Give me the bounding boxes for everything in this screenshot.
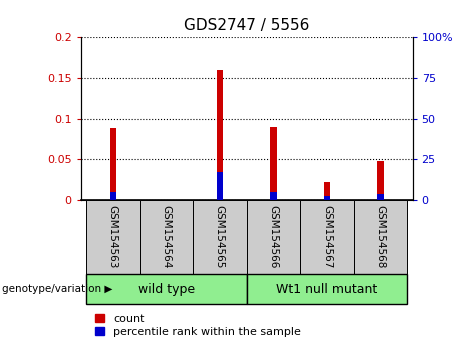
Bar bbox=[377, 161, 384, 200]
Title: GDS2747 / 5556: GDS2747 / 5556 bbox=[184, 18, 309, 33]
Text: wild type: wild type bbox=[138, 283, 195, 296]
Bar bbox=[377, 194, 384, 200]
Bar bbox=[324, 196, 330, 200]
Bar bbox=[324, 182, 330, 200]
Text: GSM154565: GSM154565 bbox=[215, 205, 225, 269]
Legend: count, percentile rank within the sample: count, percentile rank within the sample bbox=[95, 314, 301, 337]
Text: GSM154567: GSM154567 bbox=[322, 205, 332, 269]
Text: GSM154568: GSM154568 bbox=[375, 205, 385, 269]
Bar bbox=[140, 200, 193, 274]
Bar bbox=[247, 200, 300, 274]
Bar bbox=[86, 274, 247, 304]
Bar bbox=[217, 172, 223, 200]
Bar bbox=[270, 192, 277, 200]
Bar bbox=[86, 200, 140, 274]
Bar bbox=[247, 274, 407, 304]
Text: Wt1 null mutant: Wt1 null mutant bbox=[276, 283, 378, 296]
Bar bbox=[110, 129, 116, 200]
Bar bbox=[110, 192, 116, 200]
Text: GSM154564: GSM154564 bbox=[161, 205, 171, 269]
Bar bbox=[270, 127, 277, 200]
Text: GSM154563: GSM154563 bbox=[108, 205, 118, 269]
Text: GSM154566: GSM154566 bbox=[268, 205, 278, 269]
Bar bbox=[193, 200, 247, 274]
Text: genotype/variation ▶: genotype/variation ▶ bbox=[2, 284, 112, 295]
Bar bbox=[217, 70, 223, 200]
Bar bbox=[354, 200, 407, 274]
Bar bbox=[300, 200, 354, 274]
